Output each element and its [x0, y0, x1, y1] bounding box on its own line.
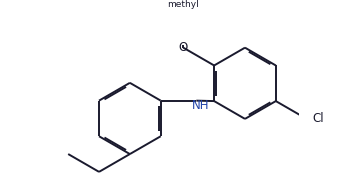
Text: NH: NH	[192, 99, 210, 112]
Text: O: O	[179, 41, 188, 54]
Text: Cl: Cl	[312, 112, 324, 125]
Text: methyl: methyl	[167, 0, 199, 9]
